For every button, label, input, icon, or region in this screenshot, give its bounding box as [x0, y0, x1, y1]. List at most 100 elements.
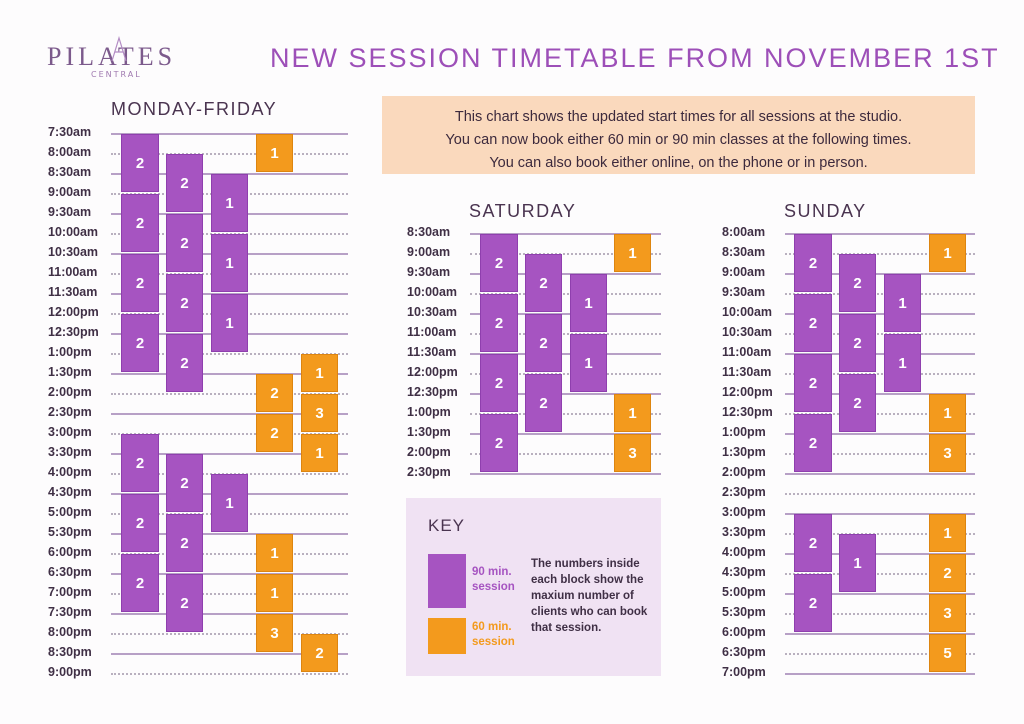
- logo: PILATES CENTRAL: [47, 36, 176, 79]
- time-gridline: [470, 293, 661, 295]
- time-gridline: [111, 533, 348, 535]
- time-label: 1:00pm: [722, 425, 766, 439]
- session-block-90-min: 2: [121, 134, 159, 192]
- time-gridline: [785, 513, 975, 515]
- time-gridline: [111, 453, 348, 455]
- time-label: 9:30am: [722, 285, 766, 299]
- key-label-line: 90 min.: [472, 566, 512, 578]
- time-gridline: [111, 553, 348, 555]
- session-block-60-min: 3: [301, 394, 338, 432]
- time-label: 10:30am: [48, 245, 99, 259]
- logo-subtitle: CENTRAL: [91, 70, 142, 79]
- time-label: 6:00pm: [48, 545, 92, 559]
- time-gridline: [785, 253, 975, 255]
- session-block-90-min: 2: [525, 254, 562, 312]
- session-block-90-min: 1: [570, 334, 607, 392]
- time-label: 12:00pm: [48, 305, 99, 319]
- time-label: 7:00pm: [722, 665, 766, 679]
- session-block-90-min: 2: [839, 254, 876, 312]
- sunday-schedule-title: SUNDAY: [784, 201, 867, 221]
- time-gridline: [785, 573, 975, 575]
- key-60-min-swatch: [428, 618, 466, 654]
- time-gridline: [111, 433, 348, 435]
- session-block-90-min: 2: [166, 274, 203, 332]
- time-label: 1:00pm: [407, 405, 451, 419]
- time-gridline: [785, 593, 975, 595]
- session-block-90-min: 2: [480, 294, 518, 352]
- time-gridline: [785, 413, 975, 415]
- time-gridline: [111, 573, 348, 575]
- time-gridline: [470, 253, 661, 255]
- time-label: 3:30pm: [722, 525, 766, 539]
- session-block-90-min: 2: [166, 154, 203, 212]
- time-gridline: [111, 633, 348, 635]
- time-gridline: [785, 653, 975, 655]
- session-block-60-min: 1: [929, 394, 966, 432]
- time-label: 8:30pm: [48, 645, 92, 659]
- session-block-60-min: 2: [301, 634, 338, 672]
- time-label: 2:30pm: [722, 485, 766, 499]
- page-title: NEW SESSION TIMETABLE FROM NOVEMBER 1ST: [270, 43, 1000, 73]
- time-gridline: [111, 373, 348, 375]
- time-gridline: [785, 313, 975, 315]
- time-label: 9:00am: [48, 185, 92, 199]
- weekday-schedule-title: MONDAY-FRIDAY: [111, 99, 278, 119]
- time-label: 5:30pm: [722, 605, 766, 619]
- session-block-60-min: 1: [301, 354, 338, 392]
- session-block-90-min: 1: [211, 294, 248, 352]
- time-label: 9:00am: [407, 245, 451, 259]
- session-block-90-min: 1: [884, 334, 921, 392]
- time-gridline: [785, 293, 975, 295]
- session-block-90-min: 1: [211, 234, 248, 292]
- session-block-90-min: 2: [166, 214, 203, 272]
- time-gridline: [111, 133, 348, 135]
- time-label: 1:30pm: [407, 425, 451, 439]
- time-gridline: [785, 533, 975, 535]
- session-block-60-min: 1: [614, 234, 651, 272]
- time-gridline: [785, 393, 975, 395]
- session-block-60-min: 5: [929, 634, 966, 672]
- time-gridline: [111, 393, 348, 395]
- time-gridline: [111, 593, 348, 595]
- time-gridline: [111, 673, 348, 675]
- session-block-90-min: 2: [480, 234, 518, 292]
- time-gridline: [470, 433, 661, 435]
- session-block-60-min: 3: [929, 594, 966, 632]
- time-gridline: [470, 473, 661, 475]
- session-block-90-min: 2: [794, 294, 832, 352]
- saturday-schedule-title: SATURDAY: [469, 201, 577, 221]
- session-block-90-min: 2: [525, 314, 562, 372]
- session-block-90-min: 2: [166, 574, 203, 632]
- time-gridline: [785, 633, 975, 635]
- time-label: 8:30am: [48, 165, 92, 179]
- time-label: 3:00pm: [48, 425, 92, 439]
- time-gridline: [785, 233, 975, 235]
- session-block-60-min: 1: [256, 534, 293, 572]
- time-label: 11:00am: [722, 345, 772, 359]
- time-gridline: [111, 413, 348, 415]
- time-label: 6:00pm: [722, 625, 766, 639]
- time-label: 7:30pm: [48, 605, 92, 619]
- session-block-90-min: 2: [121, 194, 159, 252]
- time-label: 1:30pm: [722, 445, 766, 459]
- time-gridline: [470, 313, 661, 315]
- session-block-60-min: 3: [614, 434, 651, 472]
- time-gridline: [785, 453, 975, 455]
- time-label: 8:00am: [48, 145, 92, 159]
- session-block-90-min: 1: [211, 174, 248, 232]
- session-block-90-min: 1: [884, 274, 921, 332]
- session-block-90-min: 2: [121, 434, 159, 492]
- time-gridline: [470, 273, 661, 275]
- time-label: 7:30am: [48, 125, 92, 139]
- time-label: 7:00pm: [48, 585, 92, 599]
- time-label: 2:00pm: [722, 465, 766, 479]
- time-gridline: [470, 233, 661, 235]
- time-label: 10:00am: [48, 225, 99, 239]
- time-label: 8:30am: [722, 245, 766, 259]
- session-block-60-min: 2: [256, 374, 293, 412]
- time-label: 12:30pm: [722, 405, 773, 419]
- time-label: 9:00pm: [48, 665, 92, 679]
- time-label: 12:30pm: [48, 325, 99, 339]
- session-block-60-min: 3: [256, 614, 293, 652]
- session-block-90-min: 2: [121, 494, 159, 552]
